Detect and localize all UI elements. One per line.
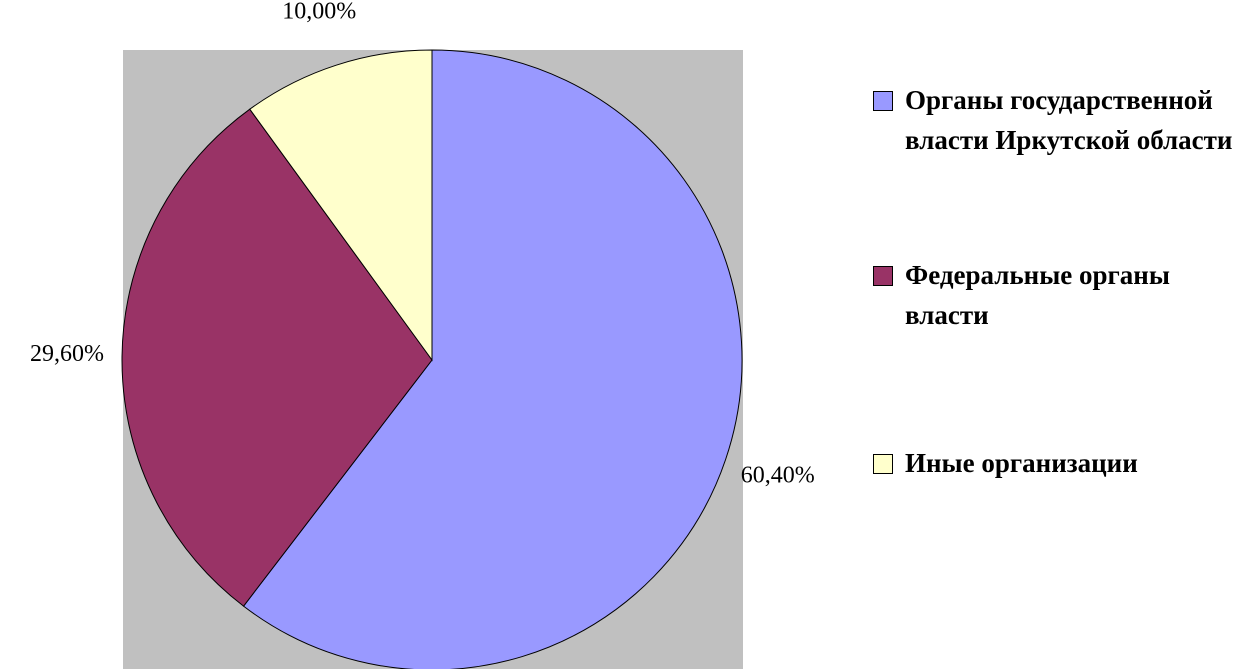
legend-swatch — [873, 91, 893, 111]
data-label: 29,60% — [30, 341, 104, 367]
legend-entry: Федеральные органы власти — [873, 255, 1245, 335]
legend-label: Федеральные органы власти — [905, 260, 1170, 330]
data-label: 60,40% — [741, 463, 815, 489]
legend-swatch — [873, 454, 893, 474]
legend-swatch — [873, 266, 893, 286]
legend-entry: Органы государственной власти Иркутской … — [873, 80, 1245, 160]
legend-entry: Иные организации — [873, 443, 1245, 483]
pie-slice — [121, 108, 433, 607]
legend-label: Органы государственной власти Иркутской … — [905, 85, 1233, 155]
pie-slice — [249, 49, 433, 362]
data-label: 10,00% — [282, 0, 356, 24]
legend-label: Иные организации — [905, 448, 1138, 478]
